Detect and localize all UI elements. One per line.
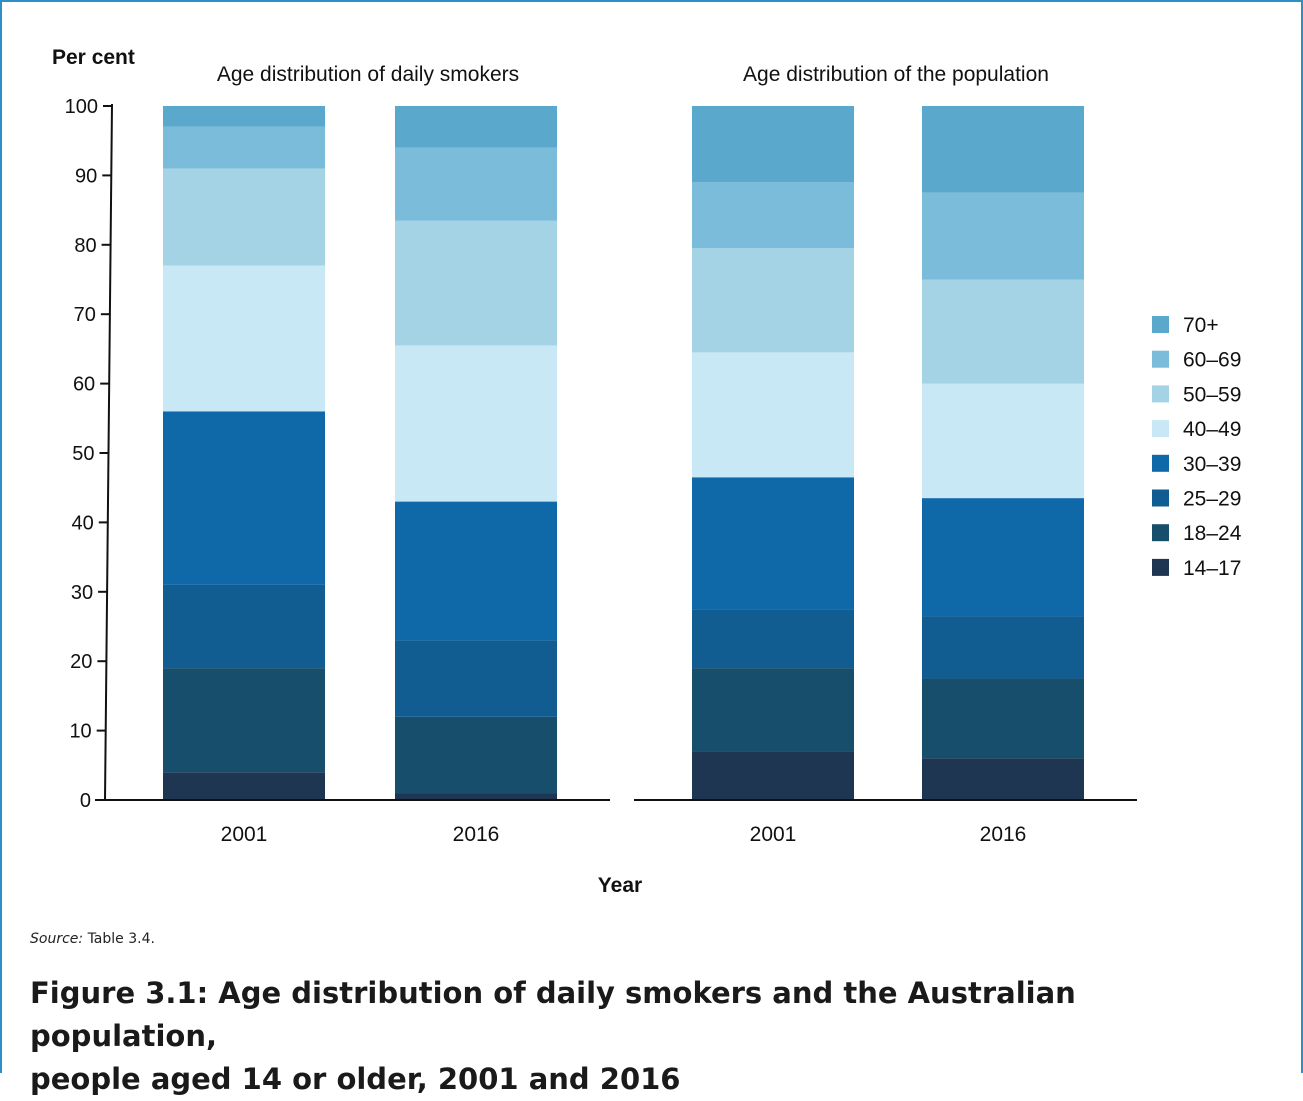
legend-label: 30–39 bbox=[1183, 453, 1241, 476]
caption-line-1: Figure 3.1: Age distribution of daily sm… bbox=[30, 976, 1076, 1053]
stacked-bar-chart: Per cent Age distribution of daily smoke… bbox=[52, 46, 1242, 897]
legend-label: 18–24 bbox=[1183, 522, 1242, 545]
bar-segment bbox=[395, 501, 557, 641]
bar-segment bbox=[163, 584, 325, 669]
source-label: Source: bbox=[30, 931, 84, 947]
bar-segment bbox=[922, 106, 1084, 193]
bar-segment bbox=[922, 192, 1084, 280]
x-axis-label: Year bbox=[598, 874, 642, 897]
bar-segment bbox=[692, 182, 854, 249]
y-tick-label: 10 bbox=[69, 721, 91, 743]
legend-label: 60–69 bbox=[1183, 349, 1241, 372]
bar-segment bbox=[922, 678, 1084, 759]
y-tick-label: 20 bbox=[70, 651, 92, 673]
source-text: Table 3.4. bbox=[87, 931, 155, 947]
bar-segment bbox=[692, 751, 854, 800]
legend-swatch bbox=[1152, 350, 1169, 368]
legend-swatch bbox=[1152, 316, 1169, 333]
stacked-bar bbox=[692, 106, 854, 800]
bar-segment bbox=[395, 147, 557, 221]
bar-segment bbox=[163, 668, 325, 773]
y-tick-label: 30 bbox=[71, 582, 93, 604]
source-note: Source: Table 3.4. bbox=[30, 931, 155, 947]
x-category-label: 2001 bbox=[221, 823, 268, 846]
y-axis-label: Per cent bbox=[52, 46, 135, 69]
x-category-label: 2016 bbox=[453, 823, 500, 846]
bar-segment bbox=[692, 609, 854, 669]
bar-segment bbox=[163, 411, 325, 585]
bar-segment bbox=[163, 772, 325, 800]
y-tick-label: 40 bbox=[72, 512, 94, 534]
chart-panel: Age distribution of daily smokers 2001 201… bbox=[95, 63, 610, 846]
legend-swatch bbox=[1152, 524, 1169, 542]
bar-segment bbox=[922, 383, 1084, 499]
bar-segment bbox=[163, 106, 325, 127]
bar-segment bbox=[395, 106, 557, 148]
panel-title: Age distribution of the population bbox=[743, 63, 1049, 86]
legend-swatch bbox=[1152, 454, 1169, 472]
x-category-label: 2016 bbox=[980, 823, 1027, 846]
stacked-bar bbox=[395, 106, 557, 800]
y-tick-label: 100 bbox=[65, 96, 98, 118]
legend-swatch bbox=[1152, 385, 1169, 403]
bar-segment bbox=[922, 279, 1084, 384]
bar-segment bbox=[395, 793, 557, 800]
bar-segment bbox=[922, 616, 1084, 679]
legend-label: 14–17 bbox=[1183, 557, 1241, 580]
bar-segment bbox=[922, 758, 1084, 800]
bar-segment bbox=[163, 265, 325, 412]
stacked-bar bbox=[163, 106, 325, 800]
bar-segment bbox=[692, 668, 854, 752]
bar-segment bbox=[395, 345, 557, 502]
y-tick-label: 70 bbox=[74, 304, 96, 326]
bar-segment bbox=[922, 498, 1084, 617]
legend-label: 40–49 bbox=[1183, 418, 1241, 441]
panel-title: Age distribution of daily smokers bbox=[217, 63, 519, 86]
bar-segment bbox=[163, 126, 325, 169]
legend: 70+ 60–69 50–59 40–49 30–39 25–29 18–24 14–17 bbox=[1152, 314, 1242, 580]
y-tick-label: 60 bbox=[73, 374, 95, 396]
caption-line-2: people aged 14 or older, 2001 and 2016 bbox=[30, 1062, 681, 1096]
chart-panel: Age distribution of the population 2001 20… bbox=[634, 63, 1137, 846]
bar-segment bbox=[692, 106, 854, 183]
legend-label: 50–59 bbox=[1183, 383, 1241, 406]
bar-segment bbox=[692, 352, 854, 478]
bar-segment bbox=[395, 220, 557, 346]
y-axis-line bbox=[104, 103, 113, 801]
y-tick-label: 50 bbox=[72, 443, 94, 465]
y-tick-label: 0 bbox=[80, 790, 91, 812]
legend-swatch bbox=[1152, 420, 1169, 438]
stacked-bar bbox=[922, 106, 1084, 800]
legend-label: 25–29 bbox=[1183, 488, 1241, 511]
legend-swatch bbox=[1152, 558, 1169, 576]
axis-layer: 0 10 20 30 40 50 60 70 80 90 100 bbox=[65, 96, 113, 812]
figure-frame bbox=[0, 0, 1303, 1073]
bar-segment bbox=[163, 168, 325, 266]
bar-segment bbox=[395, 716, 557, 794]
bar-segment bbox=[395, 640, 557, 717]
legend-label: 70+ bbox=[1183, 314, 1219, 337]
y-tick-label: 90 bbox=[75, 165, 97, 187]
figure-caption: Figure 3.1: Age distribution of daily sm… bbox=[30, 972, 1180, 1101]
legend-swatch bbox=[1152, 489, 1169, 507]
panels-layer: Age distribution of daily smokers 2001 201… bbox=[95, 63, 1137, 846]
bar-segment bbox=[692, 248, 854, 353]
y-tick-label: 80 bbox=[74, 235, 96, 257]
x-category-label: 2001 bbox=[750, 823, 797, 846]
bar-segment bbox=[692, 477, 854, 610]
